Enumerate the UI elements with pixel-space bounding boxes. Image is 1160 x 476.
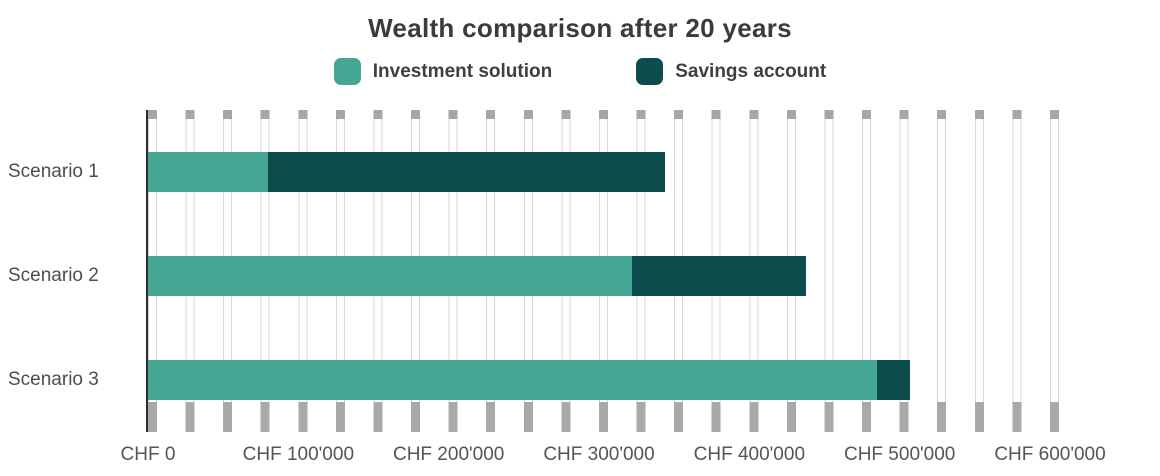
bar-segment-investment-solution xyxy=(148,152,269,192)
legend: Investment solution Savings account xyxy=(0,58,1160,85)
bar-segment-savings-account xyxy=(632,256,807,296)
savings-account-swatch-icon xyxy=(636,58,664,85)
legend-label-savings-account: Savings account xyxy=(675,60,827,82)
bar-segment-investment-solution xyxy=(148,256,633,296)
gridline-top-caps xyxy=(148,110,1060,119)
bar-row-scenario-1 xyxy=(148,152,666,192)
bar-row-scenario-2 xyxy=(148,256,807,296)
chart-title: Wealth comparison after 20 years xyxy=(368,13,792,43)
legend-label-investment-solution: Investment solution xyxy=(372,60,553,82)
category-label-scenario-3: Scenario 3 xyxy=(8,369,99,390)
bar-segment-savings-account xyxy=(877,360,911,400)
x-axis-tick-label: CHF 600'000 xyxy=(994,444,1106,465)
x-axis-tick-label: CHF 500'000 xyxy=(843,444,956,465)
bar-row-scenario-3 xyxy=(148,360,911,400)
y-axis-line xyxy=(146,110,148,432)
gridline-bottom-caps xyxy=(148,402,1060,432)
x-axis-tick-label: CHF 100'000 xyxy=(242,444,355,465)
bar-segment-savings-account xyxy=(268,152,666,192)
x-axis-tick-label: CHF 0 xyxy=(120,444,176,465)
bar-segment-investment-solution xyxy=(148,360,878,400)
x-axis-tick-label: CHF 200'000 xyxy=(392,444,505,465)
investment-solution-swatch-icon xyxy=(333,58,361,85)
legend-item-investment-solution: Investment solution xyxy=(333,58,553,85)
legend-item-savings-account: Savings account xyxy=(636,58,826,85)
category-label-scenario-1: Scenario 1 xyxy=(8,161,99,182)
plot-area xyxy=(146,110,1066,432)
x-axis-tick-label: CHF 300'000 xyxy=(543,444,655,465)
category-label-scenario-2: Scenario 2 xyxy=(8,265,99,286)
x-axis-tick-label: CHF 400'000 xyxy=(693,444,806,465)
